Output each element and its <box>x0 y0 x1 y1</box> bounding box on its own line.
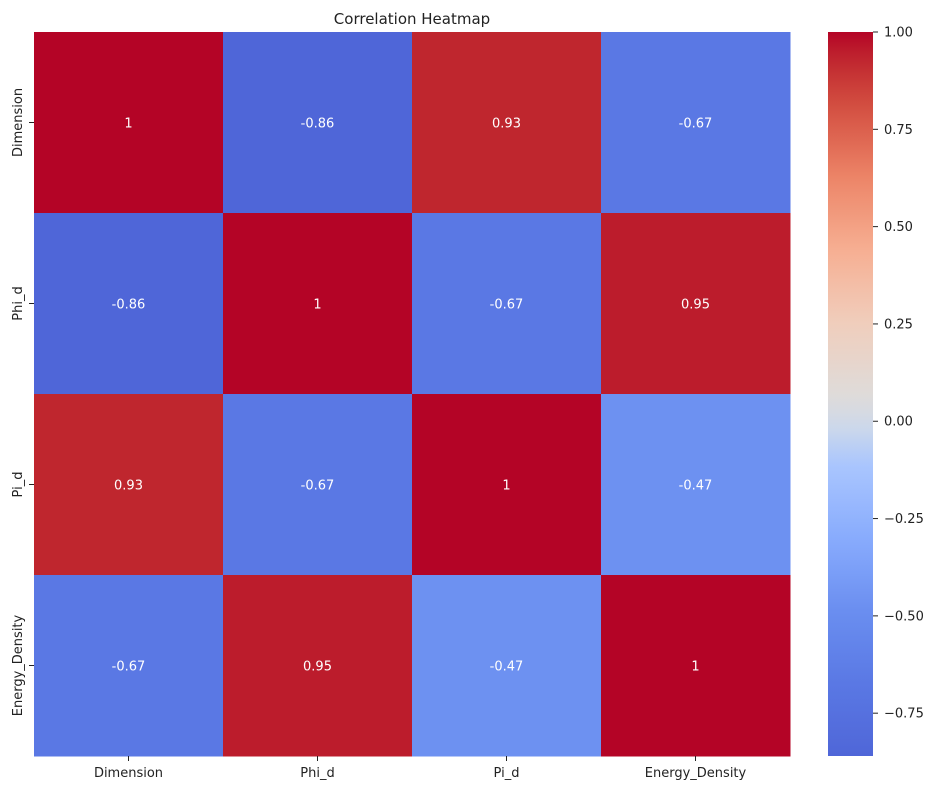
cell-annotation: -0.86 <box>301 117 335 132</box>
y-tick-label: Pi_d <box>11 472 26 498</box>
y-tick-label: Energy_Density <box>11 614 26 716</box>
heatmap-cell <box>601 213 791 395</box>
heatmap-cell <box>223 575 413 757</box>
chart-title: Correlation Heatmap <box>334 10 490 28</box>
colorbar-tick-label: −0.75 <box>884 707 924 722</box>
cell-annotation: -0.67 <box>112 660 146 675</box>
heatmap-cell <box>223 32 413 214</box>
cell-annotation: -0.67 <box>490 298 524 313</box>
colorbar-tick-label: 1.00 <box>884 26 913 41</box>
cell-annotation: 1 <box>313 298 321 313</box>
heatmap-cell <box>412 575 602 757</box>
colorbar-tick-label: −0.25 <box>884 512 924 527</box>
y-tick-label: Phi_d <box>11 286 26 320</box>
colorbar-tick-label: −0.50 <box>884 609 924 624</box>
cell-annotation: -0.47 <box>679 479 713 494</box>
heatmap-cell <box>601 32 791 214</box>
colorbar <box>828 32 873 756</box>
cell-annotation: 0.95 <box>681 298 710 313</box>
cell-annotation: 1 <box>124 117 132 132</box>
heatmap-cell <box>34 213 224 395</box>
heatmap-cell <box>34 394 224 576</box>
y-tick-label: Dimension <box>11 88 26 157</box>
heatmap-cell <box>601 575 791 757</box>
heatmap-cell <box>412 32 602 214</box>
colorbar-tick-label: 0.50 <box>884 220 913 235</box>
heatmap-cell <box>412 213 602 395</box>
cell-annotation: -0.47 <box>490 660 524 675</box>
colorbar-tick-label: 0.25 <box>884 317 913 332</box>
cell-annotation: 0.93 <box>492 117 521 132</box>
cell-annotation: 0.93 <box>114 479 143 494</box>
cell-annotation: 1 <box>691 660 699 675</box>
colorbar-tick-label: 0.00 <box>884 415 913 430</box>
x-tick-label: Pi_d <box>494 766 520 781</box>
colorbar-tick-label: 0.75 <box>884 123 913 138</box>
heatmap-cell <box>223 213 413 395</box>
x-tick-label: Phi_d <box>300 766 334 781</box>
x-tick-label: Energy_Density <box>645 766 747 781</box>
heatmap-cell <box>412 394 602 576</box>
cell-annotation: -0.67 <box>301 479 335 494</box>
cell-annotation: -0.86 <box>112 298 146 313</box>
heatmap-cell <box>223 394 413 576</box>
cell-annotation: 0.95 <box>303 660 332 675</box>
heatmap-cell <box>34 575 224 757</box>
cell-annotation: 1 <box>502 479 510 494</box>
heatmap-cell <box>601 394 791 576</box>
x-tick-label: Dimension <box>94 766 163 781</box>
heatmap-cell <box>34 32 224 214</box>
cell-annotation: -0.67 <box>679 117 713 132</box>
